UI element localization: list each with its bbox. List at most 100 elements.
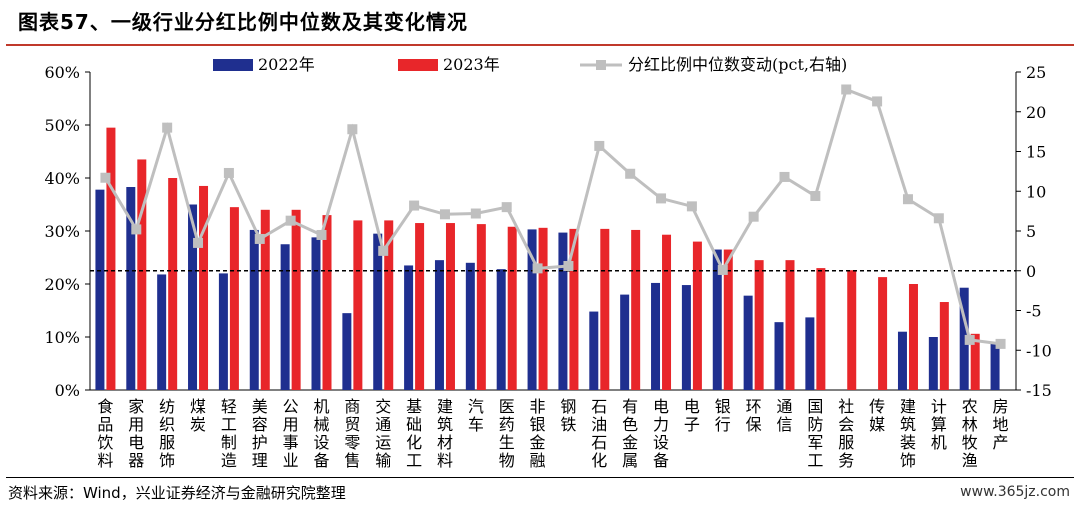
right-tick-label: -15 <box>1026 381 1052 400</box>
change-point <box>872 96 883 107</box>
bar-2022 <box>928 337 938 390</box>
bar-2023 <box>970 333 980 390</box>
bar-2023 <box>692 241 702 390</box>
change-point <box>470 208 481 219</box>
category-label: 纺织服饰 <box>159 397 175 470</box>
change-point <box>409 200 420 211</box>
legend-swatch-2023 <box>398 59 438 71</box>
category-label: 石油石化 <box>591 397 607 470</box>
change-point <box>748 211 759 222</box>
category-label: 商贸零售 <box>344 397 360 470</box>
category-label: 家用电器 <box>128 397 144 470</box>
bar-2022 <box>157 274 167 390</box>
chart: 0% 10% 20% 30% 40% 50% 60% -15 -10 -5 0 5 10 15 20 25 食… <box>44 55 1052 470</box>
change-point <box>501 202 512 213</box>
category-label: 国防军工 <box>807 397 823 470</box>
category-label: 公用事业 <box>283 397 299 470</box>
bar-2022 <box>465 262 475 390</box>
category-label: 社会服务 <box>838 397 854 470</box>
bar-2022 <box>496 269 506 390</box>
change-point <box>779 171 790 182</box>
right-tick-label: 0 <box>1026 262 1036 281</box>
bar-2023 <box>754 260 764 390</box>
change-point <box>378 245 389 256</box>
category-label: 房地产 <box>993 397 1009 452</box>
change-point <box>162 122 173 133</box>
bar-2023 <box>445 223 455 390</box>
source-divider <box>6 477 1074 478</box>
change-point <box>902 194 913 205</box>
bar-2022 <box>897 331 907 390</box>
page-title: 图表57、一级行业分红比例中位数及其变化情况 <box>18 10 468 34</box>
category-label: 有色金属 <box>622 397 638 470</box>
category-label: 煤炭 <box>190 397 206 434</box>
category-label: 计算机 <box>931 397 947 452</box>
bar-2022 <box>959 287 969 390</box>
bar-2022 <box>218 273 228 390</box>
category-label: 汽车 <box>468 397 484 434</box>
left-tick-label: 0% <box>55 381 80 400</box>
bar-2022 <box>311 237 321 390</box>
legend-marker-change <box>596 60 606 70</box>
bar-2022 <box>712 249 722 390</box>
chart-bars <box>95 127 1000 391</box>
change-point <box>347 124 358 135</box>
bar-2022 <box>373 233 383 390</box>
watermark: www.365jz.com <box>960 484 1070 500</box>
bar-2022 <box>774 322 784 390</box>
bar-2022 <box>589 311 599 390</box>
bar-2023 <box>291 209 301 390</box>
bar-2023 <box>600 228 610 390</box>
bar-2022 <box>527 229 537 390</box>
category-label: 轻工制造 <box>221 397 237 470</box>
bar-2022 <box>95 189 105 390</box>
change-point <box>964 334 975 345</box>
bar-2023 <box>137 159 147 390</box>
bar-2022 <box>342 313 352 390</box>
category-label: 电力设备 <box>653 397 669 470</box>
bar-2023 <box>322 215 332 390</box>
bar-2022 <box>126 187 136 390</box>
right-tick-label: 25 <box>1026 63 1046 82</box>
change-point <box>316 229 327 240</box>
bar-2023 <box>878 277 888 390</box>
change-point <box>131 224 142 235</box>
right-tick-label: 20 <box>1026 103 1046 122</box>
bar-2022 <box>280 244 290 390</box>
bar-2023 <box>538 227 548 390</box>
bar-2023 <box>199 185 209 390</box>
category-label: 食品饮料 <box>97 397 113 470</box>
category-label: 非银金融 <box>530 397 546 470</box>
legend-swatch-2022 <box>213 59 253 71</box>
legend: 2022年 2023年 分红比例中位数变动(pct,右轴) <box>213 55 847 74</box>
left-tick-label: 40% <box>44 169 80 188</box>
change-point <box>285 215 296 226</box>
bar-2023 <box>847 270 857 390</box>
bar-2023 <box>723 249 733 390</box>
change-point <box>532 263 543 274</box>
change-point <box>625 168 636 179</box>
bar-2023 <box>353 220 363 390</box>
left-tick-label: 10% <box>44 328 80 347</box>
left-tick-label: 50% <box>44 116 80 135</box>
category-label: 美容护理 <box>252 397 268 470</box>
change-point <box>933 213 944 224</box>
category-label: 传媒 <box>869 397 885 434</box>
change-point <box>717 264 728 275</box>
category-label: 建筑材料 <box>437 397 453 470</box>
category-label: 基础化工 <box>406 397 422 470</box>
bar-2023 <box>415 223 425 390</box>
source-note: 资料来源：Wind，兴业证券经济与金融研究院整理 <box>8 484 346 502</box>
legend-label-2023: 2023年 <box>443 55 500 74</box>
category-label: 环保 <box>746 397 762 434</box>
bar-2023 <box>939 302 949 390</box>
category-label: 医药生物 <box>499 397 515 470</box>
bar-2022 <box>990 343 1000 390</box>
bar-2023 <box>507 226 517 390</box>
bar-2023 <box>785 260 795 390</box>
bar-2023 <box>631 229 641 390</box>
left-tick-label: 30% <box>44 222 80 241</box>
bar-2022 <box>558 232 568 390</box>
bar-2023 <box>229 207 239 390</box>
change-point <box>656 193 667 204</box>
